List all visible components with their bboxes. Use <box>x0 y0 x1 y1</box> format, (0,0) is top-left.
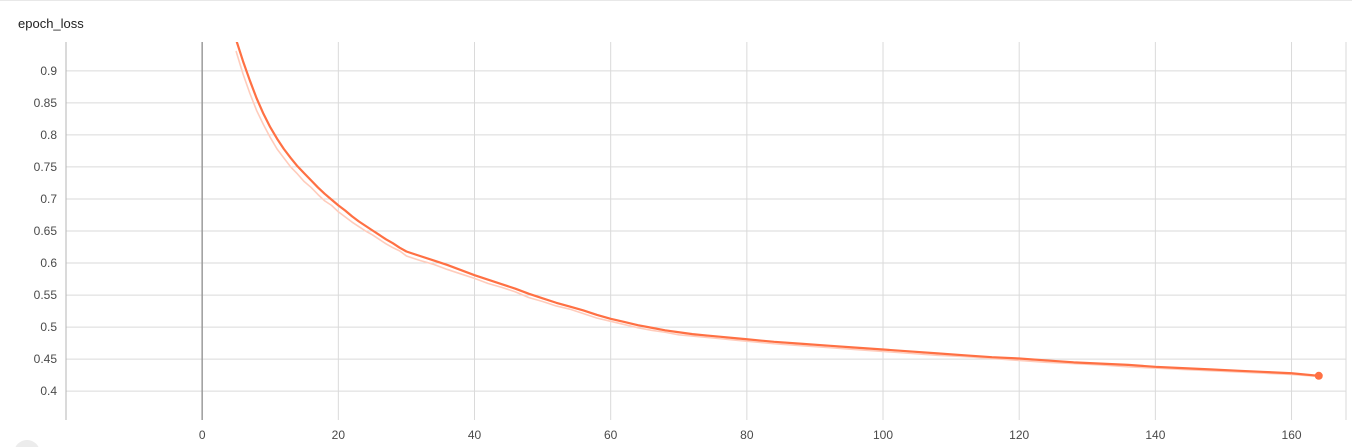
x-tick-label: 100 <box>873 428 893 442</box>
x-tick-label: 40 <box>468 428 482 442</box>
smoothed-loss-line <box>235 42 1320 377</box>
x-tick-label: 120 <box>1009 428 1029 442</box>
y-tick-label: 0.85 <box>34 96 58 110</box>
x-tick-label: 20 <box>332 428 346 442</box>
x-tick-label: 80 <box>740 428 754 442</box>
series-layer <box>235 42 1323 380</box>
x-tick-label: 140 <box>1145 428 1165 442</box>
y-tick-label: 0.45 <box>34 352 58 366</box>
raw-loss-line <box>235 50 1320 378</box>
y-tick-label: 0.4 <box>40 384 57 398</box>
grid-layer <box>65 42 1347 420</box>
y-tick-label: 0.9 <box>40 64 57 78</box>
x-tick-label: 60 <box>604 428 618 442</box>
last-point-marker <box>1314 371 1323 380</box>
corner-control[interactable] <box>14 440 40 447</box>
top-divider <box>0 0 1352 1</box>
y-tick-label: 0.8 <box>40 128 57 142</box>
axis-layer: 0.4 0.45 0.5 0.55 0.6 0.65 0.7 0.75 0.8 0.85 0.9 0 2… <box>34 64 1302 442</box>
y-tick-label: 0.75 <box>34 160 58 174</box>
y-tick-label: 0.65 <box>34 224 58 238</box>
y-tick-label: 0.5 <box>40 320 57 334</box>
x-tick-label: 160 <box>1282 428 1302 442</box>
x-tick-label: 0 <box>199 428 206 442</box>
y-tick-label: 0.7 <box>40 192 57 206</box>
y-tick-label: 0.6 <box>40 256 57 270</box>
y-tick-label: 0.55 <box>34 288 58 302</box>
chart-title: epoch_loss <box>18 16 84 31</box>
